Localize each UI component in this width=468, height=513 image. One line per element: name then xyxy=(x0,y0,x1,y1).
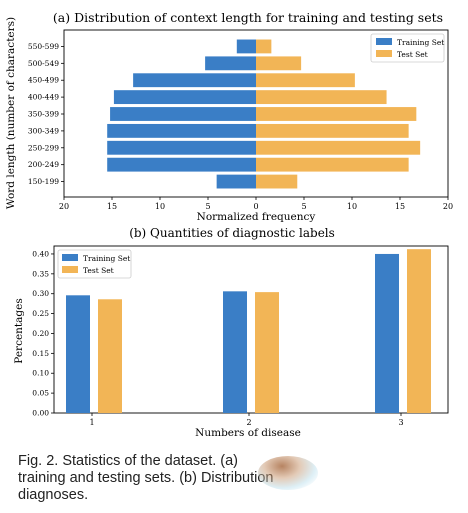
chart-a-ytick-label: 400-449 xyxy=(28,93,59,102)
chart-a: (a) Distribution of context length for t… xyxy=(5,10,453,223)
chart-b-bar-test-2 xyxy=(255,292,279,413)
image-smudge xyxy=(258,456,318,490)
chart-a-ytick-label: 450-499 xyxy=(28,76,59,85)
chart-a-bar-training-350-399 xyxy=(110,107,256,121)
chart-a-xtick-label: 5 xyxy=(301,202,306,211)
chart-a-bar-training-150-199 xyxy=(216,174,256,189)
chart-a-bar-training-550-599 xyxy=(236,39,256,54)
chart-a-bar-test-400-449 xyxy=(256,90,387,105)
chart-b-legend: Training Set Test Set xyxy=(57,249,132,279)
chart-b-bar-test-3 xyxy=(407,249,431,413)
chart-b-ytick-label: 0.20 xyxy=(32,329,49,338)
chart-a-bar-training-500-549 xyxy=(205,56,256,71)
chart-b-ytick-label: 0.40 xyxy=(32,249,49,258)
chart-b-ytick-label: 0.05 xyxy=(32,389,49,398)
chart-b-plot-frame xyxy=(53,245,449,414)
chart-a-bar-training-400-449 xyxy=(113,90,256,105)
figure-caption: Fig. 2. Statistics of the dataset. (a) t… xyxy=(18,453,458,504)
chart-b-title: (b) Quantities of diagnostic labels xyxy=(129,226,335,240)
chart-b-ytick-label: 0.10 xyxy=(32,369,49,378)
chart-a-ytick-label: 500-549 xyxy=(28,59,59,68)
chart-a-legend-swatch-test xyxy=(376,50,392,57)
chart-b-bar-training-3 xyxy=(375,253,399,413)
chart-b-ytick-label: 0.25 xyxy=(32,309,49,318)
chart-b: (b) Quantities of diagnostic labels 0.00… xyxy=(13,226,449,439)
chart-b-xtick-label: 3 xyxy=(398,418,403,427)
chart-b-legend-label-test: Test Set xyxy=(83,266,114,275)
chart-a-xtick-label: 20 xyxy=(443,202,453,211)
caption-line-1: Fig. 2. Statistics of the dataset. (a) xyxy=(18,453,239,469)
chart-a-bar-training-300-349 xyxy=(107,123,256,138)
chart-a-bar-test-200-249 xyxy=(256,157,409,172)
chart-a-xlabel: Normalized frequency xyxy=(197,211,316,223)
chart-b-bar-training-2 xyxy=(223,291,247,413)
chart-b-ytick-label: 0.30 xyxy=(32,289,49,298)
chart-b-xtick-label: 2 xyxy=(246,418,251,427)
chart-a-legend-swatch-training xyxy=(376,38,392,45)
caption-line-3: diagnoses. xyxy=(18,487,89,503)
chart-a-ytick-label: 550-599 xyxy=(28,42,59,51)
chart-b-bar-test-1 xyxy=(98,299,122,413)
chart-b-legend-swatch-test xyxy=(62,266,78,273)
chart-a-xtick-label: 10 xyxy=(155,202,165,211)
chart-a-ylabel: Word length (number of characters) xyxy=(5,17,17,209)
chart-a-bar-test-450-499 xyxy=(256,73,355,88)
chart-a-bar-test-350-399 xyxy=(256,107,417,121)
chart-a-ytick-label: 350-399 xyxy=(28,110,59,119)
figure-canvas: (a) Distribution of context length for t… xyxy=(5,10,453,439)
chart-a-title: (a) Distribution of context length for t… xyxy=(53,10,443,25)
chart-a-legend: Training Set Test Set xyxy=(370,33,445,63)
chart-b-ytick-label: 0.00 xyxy=(32,409,49,418)
chart-a-xtick-label: 10 xyxy=(347,202,357,211)
chart-a-bar-training-250-299 xyxy=(107,140,256,155)
chart-b-ytick-label: 0.35 xyxy=(32,269,49,278)
chart-a-xtick-label: 15 xyxy=(395,202,405,211)
chart-a-bar-test-300-349 xyxy=(256,123,409,138)
chart-a-legend-label-test: Test Set xyxy=(397,50,428,59)
chart-a-bar-test-150-199 xyxy=(256,174,298,189)
chart-b-ytick-label: 0.15 xyxy=(32,349,49,358)
caption-line-2: training and testing sets. (b) Distribut… xyxy=(18,470,274,486)
chart-a-bar-training-200-249 xyxy=(107,157,256,172)
chart-b-legend-swatch-training xyxy=(62,254,78,261)
chart-a-bar-test-550-599 xyxy=(256,39,272,54)
chart-b-ylabel: Percentages xyxy=(13,298,25,364)
chart-a-xtick-label: 0 xyxy=(253,202,258,211)
chart-a-ytick-label: 250-299 xyxy=(28,143,59,152)
chart-a-xtick-label: 5 xyxy=(205,202,210,211)
chart-a-bar-training-450-499 xyxy=(133,73,256,88)
chart-b-legend-label-training: Training Set xyxy=(83,254,130,263)
chart-a-ytick-label: 300-349 xyxy=(28,126,59,135)
chart-b-xtick-label: 1 xyxy=(89,418,94,427)
chart-a-legend-label-training: Training Set xyxy=(397,38,444,47)
chart-b-xlabel: Numbers of disease xyxy=(195,427,301,439)
chart-b-bar-training-1 xyxy=(66,295,90,413)
chart-a-ytick-label: 150-199 xyxy=(28,177,59,186)
chart-a-ytick-label: 200-249 xyxy=(28,160,59,169)
chart-a-xtick-label: 15 xyxy=(107,202,117,211)
chart-a-bar-test-500-549 xyxy=(256,56,302,71)
chart-a-bar-test-250-299 xyxy=(256,140,421,155)
chart-a-xtick-label: 20 xyxy=(59,202,69,211)
